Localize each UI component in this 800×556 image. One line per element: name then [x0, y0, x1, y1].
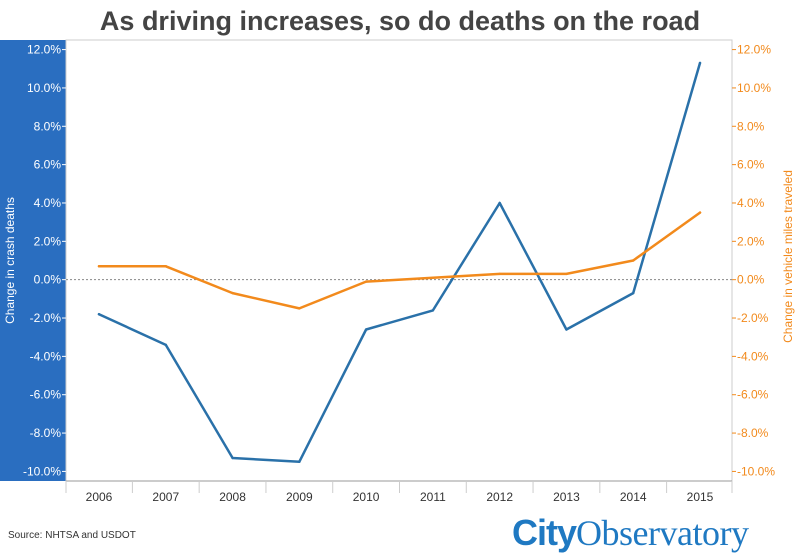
y-tick-label-left: 2.0% — [34, 234, 62, 248]
data-point-crash-deaths — [632, 291, 635, 295]
data-point-vehicle-miles — [97, 265, 101, 268]
x-tick-label: 2010 — [353, 490, 380, 504]
logo-city: City — [512, 512, 577, 553]
data-point-vehicle-miles — [298, 307, 301, 310]
data-point-vehicle-miles — [698, 211, 702, 214]
y-tick-label-right: -4.0% — [737, 349, 769, 363]
y-tick-label-right: 4.0% — [737, 196, 765, 210]
x-tick-label: 2011 — [420, 490, 446, 504]
data-point-vehicle-miles — [498, 272, 501, 276]
x-tick-label: 2007 — [152, 490, 179, 504]
y-tick-label-right: -8.0% — [737, 426, 769, 440]
y-tick-label-left: 8.0% — [34, 119, 62, 133]
left-axis-band — [0, 40, 66, 481]
y-tick-label-left: 10.0% — [27, 81, 61, 95]
y-tick-label-left: -6.0% — [30, 388, 62, 402]
data-point-crash-deaths — [97, 312, 101, 316]
series-line-crash-deaths — [97, 61, 702, 464]
y-tick-label-left: 4.0% — [34, 196, 62, 210]
y-tick-label-left: 12.0% — [27, 43, 61, 57]
data-point-crash-deaths — [231, 456, 234, 460]
data-point-crash-deaths — [298, 460, 301, 464]
data-point-crash-deaths — [364, 328, 368, 331]
y-tick-label-right: 12.0% — [737, 43, 771, 57]
y-tick-label-right: 0.0% — [737, 273, 765, 287]
y-tick-label-left: -10.0% — [23, 464, 61, 478]
y-tick-label-left: 0.0% — [34, 273, 62, 287]
city-observatory-logo: CityObservatory — [512, 512, 749, 554]
y-tick-label-right: 6.0% — [737, 158, 765, 172]
y-tick-label-right: 8.0% — [737, 119, 765, 133]
x-tick-label: 2012 — [486, 490, 513, 504]
x-tick-label: 2008 — [219, 490, 246, 504]
x-tick-label: 2015 — [687, 490, 714, 504]
data-point-vehicle-miles — [431, 276, 435, 279]
data-point-vehicle-miles — [364, 280, 368, 283]
data-point-vehicle-miles — [632, 259, 635, 262]
x-tick-label: 2014 — [620, 490, 647, 504]
y-tick-label-left: -2.0% — [30, 311, 62, 325]
y-tick-label-right: -10.0% — [737, 464, 775, 478]
series-line-vehicle-miles — [97, 211, 702, 310]
chart-title: As driving increases, so do deaths on th… — [99, 6, 701, 36]
x-tick-label: 2009 — [286, 490, 313, 504]
y-tick-label-left: -4.0% — [30, 349, 62, 363]
y-tick-label-left: -8.0% — [30, 426, 62, 440]
y-tick-label-left: 6.0% — [34, 158, 62, 172]
source-note: Source: NHTSA and USDOT — [8, 530, 136, 541]
y-axis-label-right: Change in vehicle miles traveled — [781, 170, 795, 343]
data-point-vehicle-miles — [231, 291, 234, 295]
data-point-crash-deaths — [164, 343, 167, 347]
data-point-crash-deaths — [498, 201, 501, 205]
x-tick-label: 2013 — [553, 490, 580, 504]
y-tick-label-right: 2.0% — [737, 234, 765, 248]
x-tick-label: 2006 — [86, 490, 113, 504]
data-point-vehicle-miles — [164, 265, 167, 268]
data-point-crash-deaths — [431, 309, 435, 312]
y-axis-label-left: Change in crash deaths — [3, 197, 17, 324]
data-point-vehicle-miles — [565, 272, 568, 276]
logo-observatory: Observatory — [576, 513, 749, 553]
data-point-crash-deaths — [565, 328, 568, 331]
y-tick-label-right: -6.0% — [737, 388, 769, 402]
data-point-crash-deaths — [698, 61, 702, 65]
y-tick-label-right: -2.0% — [737, 311, 769, 325]
y-tick-label-right: 10.0% — [737, 81, 771, 95]
